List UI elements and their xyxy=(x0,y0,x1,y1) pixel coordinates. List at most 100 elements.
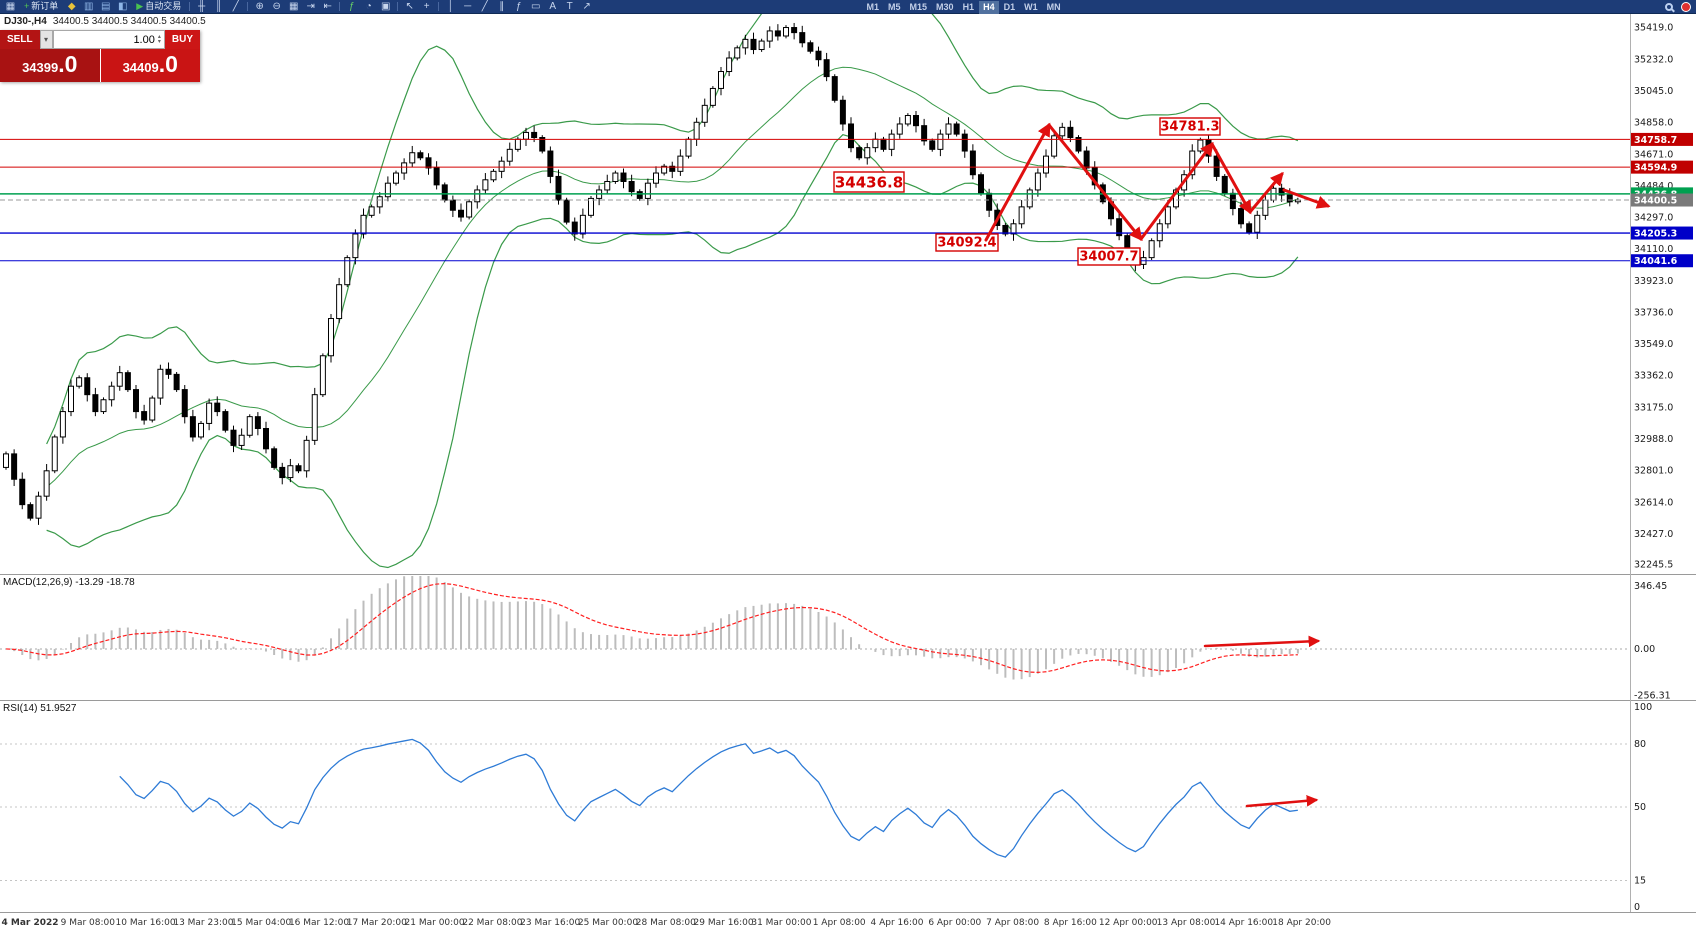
svg-text:12 Apr 00:00: 12 Apr 00:00 xyxy=(1099,918,1158,928)
trend-arrow[interactable] xyxy=(1139,141,1214,241)
auto-trading-button-label: 自动交易 xyxy=(145,1,182,11)
svg-text:34781.3: 34781.3 xyxy=(1160,120,1219,135)
new-order-button-label: 新订单 xyxy=(31,1,59,11)
indicators-icon[interactable]: ƒ xyxy=(343,0,360,13)
sell-price[interactable]: 34399 .0 xyxy=(0,49,101,82)
crosshair-icon[interactable]: + xyxy=(418,0,435,13)
sell-button[interactable]: SELL xyxy=(0,30,40,49)
svg-text:31 Mar 00:00: 31 Mar 00:00 xyxy=(751,918,811,928)
svg-text:23 Mar 16:00: 23 Mar 16:00 xyxy=(520,918,580,928)
svg-text:0: 0 xyxy=(1634,902,1640,913)
cursor-icon[interactable]: ↖ xyxy=(401,0,418,13)
timeframe-button-h1[interactable]: H1 xyxy=(962,1,975,12)
svg-text:34092.4: 34092.4 xyxy=(937,236,996,251)
tile-windows-icon[interactable]: ▦ xyxy=(285,0,302,13)
candle-chart-icon[interactable]: ║ xyxy=(210,0,227,13)
price-tag xyxy=(1631,132,1693,146)
volume-decrease-button[interactable]: ▾ xyxy=(39,30,53,49)
line-chart-icon[interactable]: ╱ xyxy=(227,0,244,13)
trend-arrow[interactable] xyxy=(1282,188,1331,209)
chevron-down-icon: ▾ xyxy=(44,35,49,44)
auto-scroll-icon: ⇤ xyxy=(323,1,332,12)
trend-arrow[interactable] xyxy=(984,122,1051,242)
new-order-button[interactable]: + 新订单 xyxy=(19,0,63,13)
navigator-icon: ◧ xyxy=(118,1,128,12)
cursor-icon: ↖ xyxy=(405,1,414,12)
svg-text:15: 15 xyxy=(1634,876,1646,887)
svg-text:4 Apr 16:00: 4 Apr 16:00 xyxy=(871,918,924,928)
buy-button[interactable]: BUY xyxy=(164,30,200,49)
buy-price[interactable]: 34409 .0 xyxy=(100,49,200,82)
notification-icon[interactable] xyxy=(1681,2,1691,12)
timeframe-button-mn[interactable]: MN xyxy=(1046,1,1061,12)
crosshair-icon: + xyxy=(423,1,430,12)
svg-text:32614.0: 32614.0 xyxy=(1634,497,1673,508)
price-tag xyxy=(1631,160,1693,174)
one-click-price-row: 34399 .0 34409 .0 xyxy=(0,49,200,82)
timeframe-button-m5[interactable]: M5 xyxy=(888,1,901,12)
timeframe-button-d1[interactable]: D1 xyxy=(1003,1,1016,12)
price-annotation[interactable] xyxy=(1159,117,1221,136)
timeframe-button-w1[interactable]: W1 xyxy=(1024,1,1038,12)
navigator-icon[interactable]: ◧ xyxy=(114,0,131,13)
price-annotation[interactable] xyxy=(833,171,905,193)
arrow-tool-icon: ↗ xyxy=(582,1,591,12)
zoom-in-icon[interactable]: ⊕ xyxy=(251,0,268,13)
volume-stepper[interactable]: ▴ ▾ xyxy=(158,34,161,45)
toolbar-separator xyxy=(397,2,399,11)
svg-text:10 Mar 16:00: 10 Mar 16:00 xyxy=(116,918,176,928)
toolbar-separator xyxy=(247,2,249,11)
arrow-tool-icon[interactable]: ↗ xyxy=(578,0,595,13)
periods-icon[interactable]: ◔ xyxy=(360,0,377,13)
trend-arrow[interactable] xyxy=(1047,123,1143,242)
market-watch-icon[interactable]: ▥ xyxy=(80,0,97,13)
main-chart-panel: 34781.3 34436.8 34092.4 34007.7 xyxy=(0,0,1630,569)
channel-icon[interactable]: ∥ xyxy=(493,0,510,13)
timeframe-button-m30[interactable]: M30 xyxy=(936,1,954,12)
svg-text:21 Mar 00:00: 21 Mar 00:00 xyxy=(405,918,465,928)
horizontal-line-icon[interactable]: ─ xyxy=(459,0,476,13)
auto-trading-button[interactable]: ▶ 自动交易 xyxy=(131,0,186,13)
zoom-out-icon[interactable]: ⊖ xyxy=(268,0,285,13)
label-icon[interactable]: T xyxy=(561,0,578,13)
shapes-icon[interactable]: ▭ xyxy=(527,0,544,13)
vertical-line-icon[interactable]: │ xyxy=(442,0,459,13)
auto-scroll-icon[interactable]: ⇤ xyxy=(319,0,336,13)
shapes-icon: ▭ xyxy=(530,1,541,12)
svg-text:34041.6: 34041.6 xyxy=(1634,256,1678,267)
timeframe-button-m1[interactable]: M1 xyxy=(866,1,880,12)
svg-text:33736.0: 33736.0 xyxy=(1634,307,1673,318)
templates-icon[interactable]: ▣ xyxy=(377,0,394,13)
trend-arrow[interactable] xyxy=(1248,171,1284,214)
templates-icon: ▣ xyxy=(380,1,391,12)
zoom-out-icon: ⊖ xyxy=(272,1,281,12)
search-icon[interactable] xyxy=(1665,3,1673,11)
symbols-icon[interactable]: ◆ xyxy=(63,0,80,13)
trend-arrow[interactable] xyxy=(1210,142,1252,215)
svg-text:346.45: 346.45 xyxy=(1634,581,1667,592)
chart-shift-icon[interactable]: ⇥ xyxy=(302,0,319,13)
svg-text:35232.0: 35232.0 xyxy=(1634,54,1673,65)
price-scale[interactable]: 35419.0 35232.0 35045.0 34858.0 34671.0 34484… xyxy=(1631,23,1693,571)
bar-chart-icon: ╫ xyxy=(198,1,206,12)
timeframe-button-h4[interactable]: H4 xyxy=(978,0,1000,14)
price-annotation[interactable] xyxy=(935,233,999,252)
ohlc-values: 34400.5 34400.5 34400.5 34400.5 xyxy=(52,16,206,27)
horizontal-line-icon: ─ xyxy=(464,1,472,12)
trendline-icon[interactable]: ╱ xyxy=(476,0,493,13)
fibonacci-icon[interactable]: ƒ xyxy=(510,0,527,13)
vertical-line-icon: │ xyxy=(447,1,454,12)
macd-arrow[interactable] xyxy=(1203,635,1321,648)
charts-grid-icon[interactable]: ▦ xyxy=(2,0,19,13)
volume-input[interactable]: 1.00 ▴ ▾ xyxy=(52,30,165,49)
svg-text:35419.0: 35419.0 xyxy=(1634,23,1673,34)
text-icon[interactable]: A xyxy=(544,0,561,13)
bar-chart-icon[interactable]: ╫ xyxy=(193,0,210,13)
price-annotation[interactable] xyxy=(1077,247,1141,266)
timeframe-button-m15[interactable]: M15 xyxy=(909,1,928,12)
svg-text:29 Mar 16:00: 29 Mar 16:00 xyxy=(694,918,754,928)
data-window-icon[interactable]: ▤ xyxy=(97,0,114,13)
rsi-arrow[interactable] xyxy=(1245,794,1319,808)
